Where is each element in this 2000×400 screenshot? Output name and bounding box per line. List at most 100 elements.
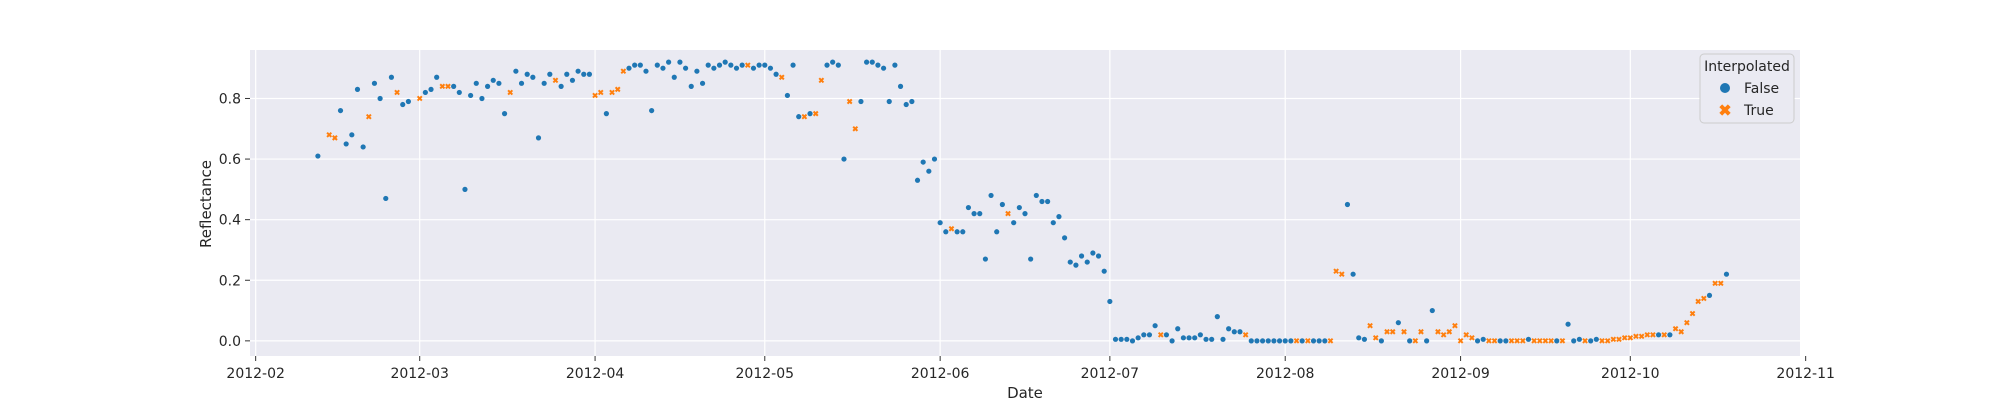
point-not-interpolated — [1316, 338, 1322, 344]
point-not-interpolated — [699, 80, 706, 86]
point-not-interpolated — [496, 80, 502, 86]
point-interpolated — [948, 225, 955, 232]
point-not-interpolated — [994, 229, 1000, 235]
point-not-interpolated — [875, 62, 881, 68]
point-not-interpolated — [858, 98, 864, 105]
point-not-interpolated — [1424, 338, 1430, 344]
point-interpolated — [394, 89, 400, 96]
point-not-interpolated — [1175, 326, 1181, 332]
point-interpolated — [1633, 333, 1639, 340]
point-not-interpolated — [1356, 335, 1362, 341]
point-interpolated — [1384, 328, 1390, 335]
point-interpolated — [1338, 271, 1345, 278]
x-tick-label: 2012-05 — [736, 366, 795, 382]
point-not-interpolated — [1576, 336, 1582, 342]
point-interpolated — [801, 113, 808, 120]
point-not-interpolated — [360, 144, 366, 150]
point-not-interpolated — [971, 211, 977, 217]
point-interpolated — [1389, 328, 1396, 335]
point-not-interpolated — [756, 62, 762, 68]
point-not-interpolated — [383, 195, 389, 202]
point-not-interpolated — [1163, 332, 1170, 338]
point-not-interpolated — [1197, 332, 1203, 338]
legend-title: Interpolated — [1704, 59, 1790, 75]
point-interpolated — [812, 110, 819, 117]
point-not-interpolated — [581, 71, 587, 77]
point-interpolated — [1491, 338, 1498, 344]
point-not-interpolated — [1259, 338, 1266, 344]
grid-lines — [250, 50, 1807, 356]
y-tick-label: 0.6 — [219, 152, 241, 168]
point-not-interpolated — [977, 211, 983, 217]
point-interpolated — [326, 132, 333, 138]
point-not-interpolated — [943, 229, 949, 235]
point-not-interpolated — [1061, 235, 1068, 241]
point-not-interpolated — [897, 83, 904, 89]
point-not-interpolated — [1667, 332, 1673, 338]
point-not-interpolated — [830, 59, 836, 65]
point-interpolated — [1305, 338, 1311, 344]
point-not-interpolated — [1226, 326, 1232, 332]
point-not-interpolated — [1474, 338, 1481, 344]
point-not-interpolated — [1141, 332, 1147, 338]
point-interpolated — [1508, 338, 1515, 344]
point-interpolated — [1559, 338, 1566, 344]
point-not-interpolated — [1254, 338, 1260, 344]
point-interpolated — [416, 95, 423, 102]
y-tick-label: 0.2 — [219, 273, 241, 289]
point-not-interpolated — [349, 132, 355, 138]
point-interpolated — [620, 68, 627, 75]
point-not-interpolated — [1011, 220, 1017, 226]
point-not-interpolated — [1497, 338, 1503, 344]
point-not-interpolated — [926, 168, 932, 174]
point-not-interpolated — [1186, 335, 1192, 341]
point-not-interpolated — [796, 114, 802, 120]
point-not-interpolated — [1203, 336, 1209, 342]
point-not-interpolated — [886, 98, 892, 105]
point-not-interpolated — [541, 80, 547, 86]
point-not-interpolated — [524, 71, 530, 77]
point-not-interpolated — [784, 92, 791, 99]
point-not-interpolated — [1045, 198, 1051, 205]
point-interpolated — [1519, 338, 1526, 344]
point-not-interpolated — [603, 111, 609, 117]
x-tick-label: 2012-02 — [226, 366, 285, 382]
point-not-interpolated — [1118, 336, 1124, 342]
point-not-interpolated — [722, 59, 728, 65]
point-not-interpolated — [1237, 329, 1243, 335]
point-not-interpolated — [518, 80, 525, 86]
point-not-interpolated — [790, 62, 796, 68]
point-not-interpolated — [530, 74, 536, 80]
point-interpolated — [1514, 338, 1520, 344]
point-not-interpolated — [903, 101, 909, 108]
x-tick-label: 2012-09 — [1431, 366, 1490, 382]
point-interpolated — [1621, 334, 1628, 341]
point-not-interpolated — [1073, 262, 1079, 268]
point-not-interpolated — [835, 62, 841, 68]
point-interpolated — [1469, 334, 1475, 341]
point-not-interpolated — [649, 107, 655, 114]
point-interpolated — [1005, 210, 1011, 217]
point-not-interpolated — [564, 71, 570, 77]
point-interpolated — [1536, 338, 1543, 344]
point-interpolated — [1661, 331, 1668, 338]
point-interpolated — [609, 89, 615, 96]
point-interpolated — [1440, 331, 1447, 338]
point-not-interpolated — [1282, 338, 1288, 344]
point-not-interpolated — [739, 62, 745, 68]
point-not-interpolated — [456, 89, 462, 96]
point-interpolated — [1463, 331, 1470, 338]
point-not-interpolated — [1593, 336, 1599, 342]
point-interpolated — [1327, 338, 1334, 344]
point-not-interpolated — [914, 177, 921, 183]
point-not-interpolated — [1395, 320, 1401, 326]
point-not-interpolated — [892, 62, 898, 68]
point-not-interpolated — [1407, 338, 1413, 344]
point-not-interpolated — [694, 68, 700, 74]
point-not-interpolated — [637, 62, 643, 68]
point-interpolated — [778, 74, 785, 81]
y-axis-ticks: 0.0 0.2 0.4 0.6 0.8 — [219, 91, 250, 350]
point-not-interpolated — [632, 62, 638, 68]
point-interpolated — [507, 89, 514, 96]
